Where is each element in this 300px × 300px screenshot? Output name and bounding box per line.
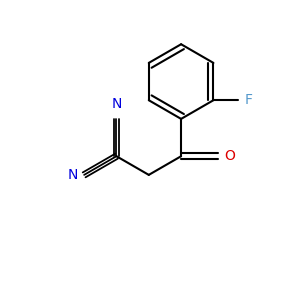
- Text: O: O: [224, 149, 235, 163]
- Text: N: N: [111, 97, 122, 111]
- Text: F: F: [244, 93, 253, 107]
- Text: N: N: [68, 168, 78, 182]
